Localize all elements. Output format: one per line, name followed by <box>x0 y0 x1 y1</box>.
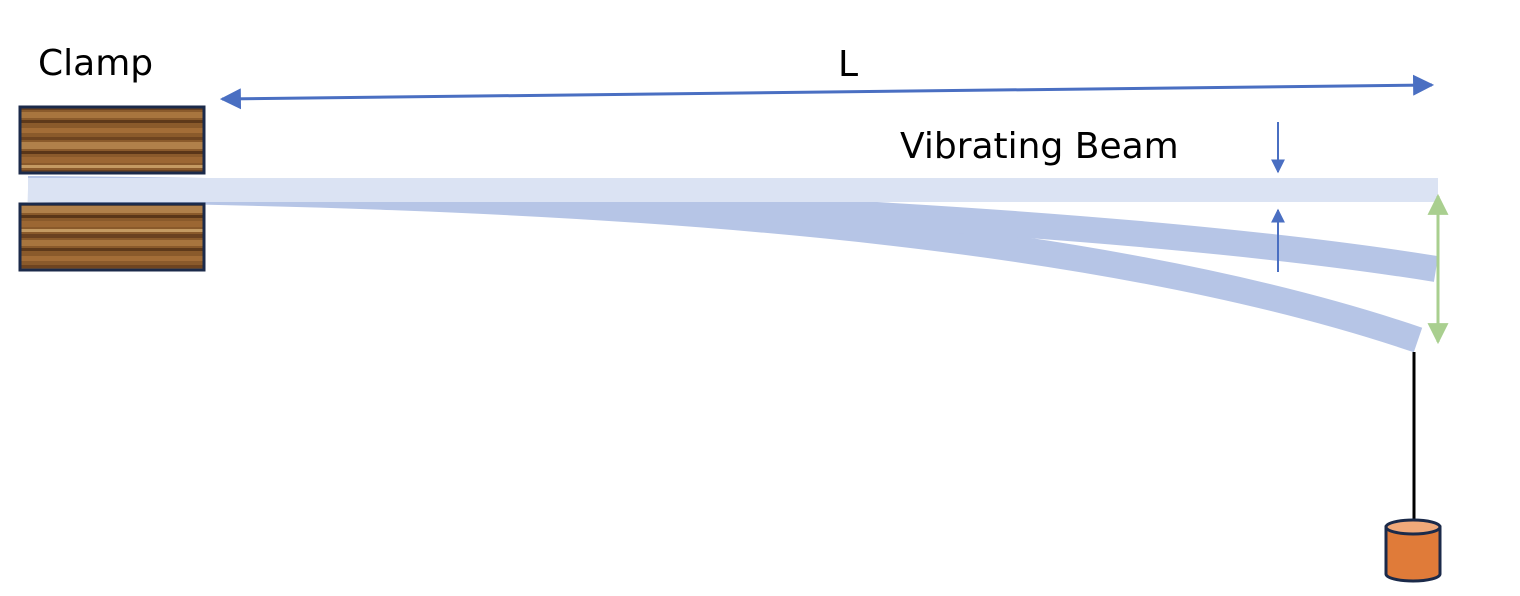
length-arrow <box>219 74 1435 110</box>
clamp-label: Clamp <box>38 43 153 84</box>
cylinder-weight-icon <box>1384 518 1442 583</box>
clamp-top-block <box>18 105 206 175</box>
clamp-bottom-block <box>18 202 206 272</box>
length-label: L <box>838 44 858 85</box>
beam-label: Vibrating Beam <box>900 126 1179 167</box>
beam-rest <box>28 178 1438 202</box>
